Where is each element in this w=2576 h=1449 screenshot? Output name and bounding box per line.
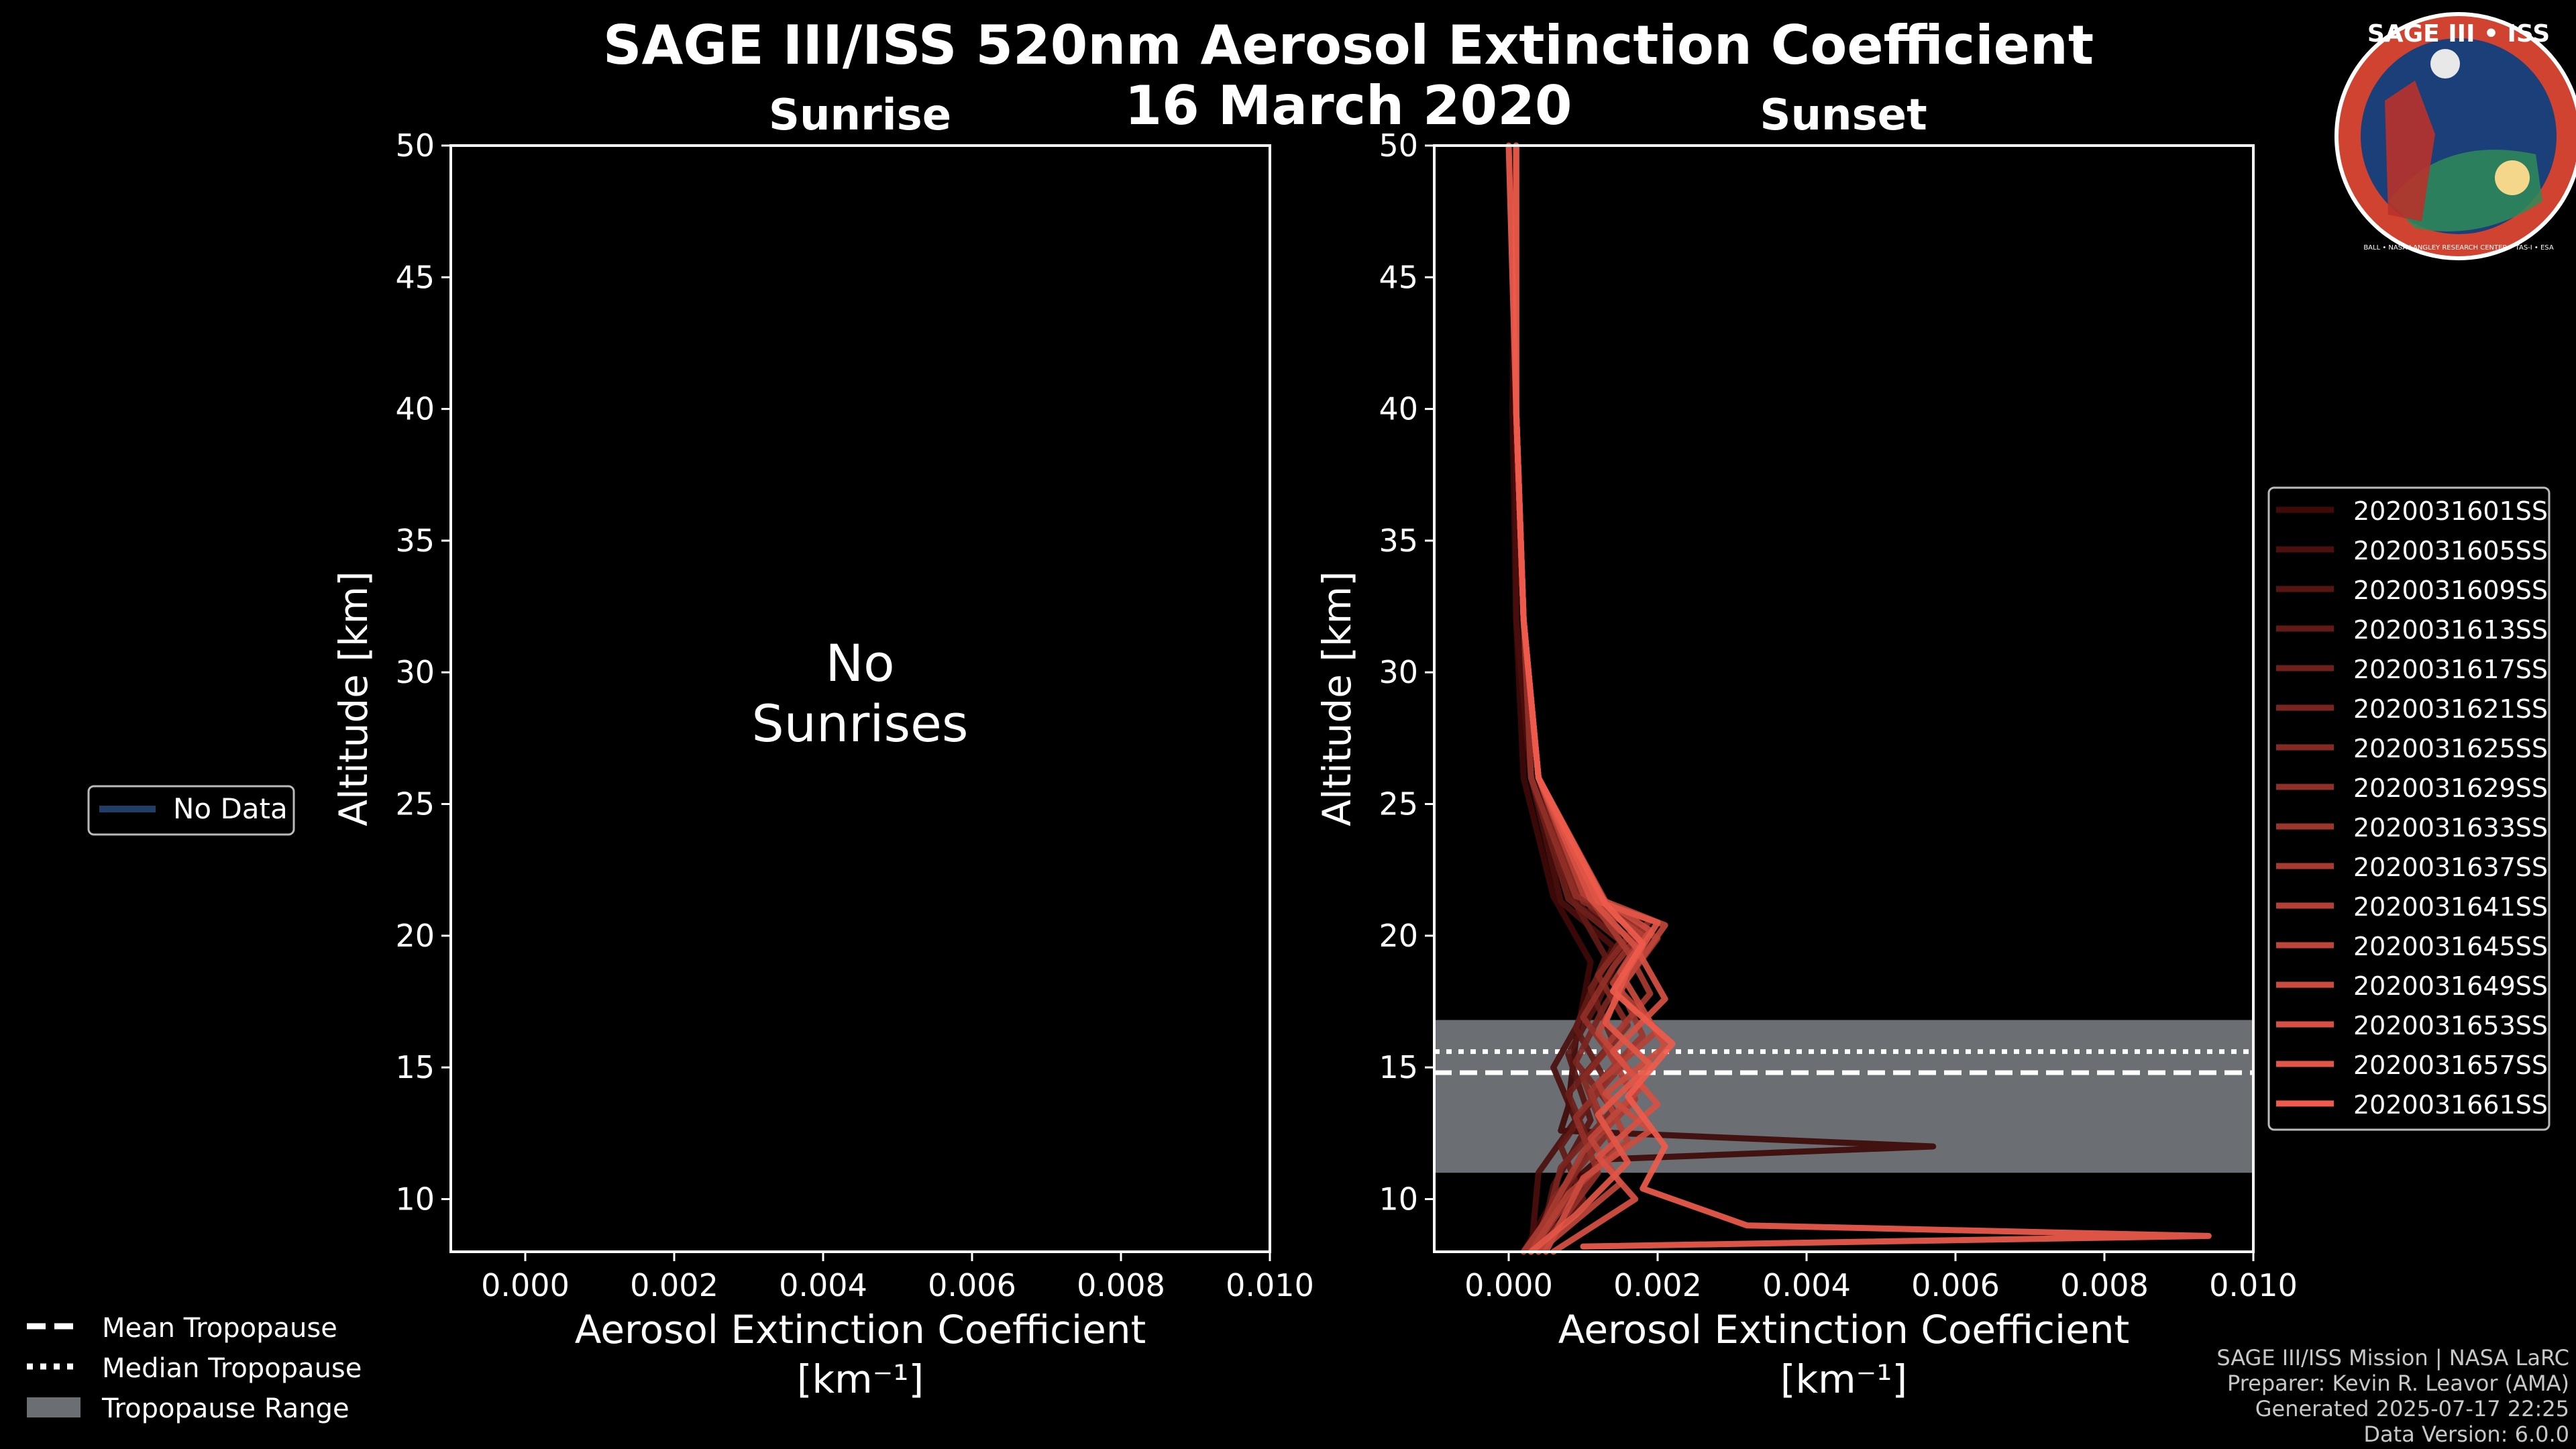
- logo-figure: [2385, 80, 2435, 221]
- y-tick-label: 35: [395, 523, 435, 559]
- no-data-legend-box: [87, 785, 295, 836]
- y-axis-label: Altitude [km]: [1314, 571, 1360, 826]
- x-tick-label: 0.006: [1911, 1267, 2000, 1303]
- logo-sun: [2495, 160, 2530, 195]
- legend-label-2020031649SS: 2020031649SS: [2353, 971, 2548, 1001]
- no-sunrises-line2: Sunrises: [752, 694, 969, 753]
- y-tick-label: 35: [1379, 523, 1418, 559]
- no-data-legend: No Data: [87, 785, 295, 836]
- y-tick-label: 25: [1379, 786, 1418, 822]
- x-tick-label: 0.006: [928, 1267, 1016, 1303]
- x-tick-label: 0.008: [1077, 1267, 1165, 1303]
- plot-frame: [1433, 144, 2255, 1253]
- figure-title: SAGE III/ISS 520nm Aerosol Extinction Co…: [603, 14, 2094, 76]
- profile-line-2020031661SS: [1505, 142, 2212, 1250]
- legend-label-2020031645SS: 2020031645SS: [2353, 932, 2548, 961]
- y-tick-label: 50: [1379, 127, 1418, 164]
- x-axis-label: Aerosol Extinction Coefficient: [575, 1307, 1146, 1352]
- logo-title: SAGE III • ISS: [2367, 20, 2550, 48]
- x-axis-label: Aerosol Extinction Coefficient: [1558, 1307, 2130, 1352]
- x-tick-label: 0.010: [1226, 1267, 1314, 1303]
- y-tick-label: 50: [395, 127, 435, 164]
- figure-date: 16 March 2020: [1124, 74, 1572, 137]
- sage-logo: SAGE III • ISS BALL • NASA LANGLEY RESEA…: [2334, 12, 2576, 260]
- legend-label-2020031609SS: 2020031609SS: [2353, 576, 2548, 605]
- footer-line-4: Data Version: 6.0.0: [2363, 1421, 2569, 1447]
- panel-title-sunrise: Sunrise: [769, 91, 951, 140]
- x-tick-label: 0.002: [1613, 1267, 1702, 1303]
- x-tick-label: 0.000: [481, 1267, 570, 1303]
- footer-line-1: SAGE III/ISS Mission | NASA LaRC: [2216, 1345, 2569, 1371]
- x-tick-label: 0.002: [630, 1267, 718, 1303]
- legend-label-2020031661SS: 2020031661SS: [2353, 1090, 2548, 1120]
- tropopause-range-label: Tropopause Range: [101, 1393, 350, 1424]
- series-legend-box: [2267, 486, 2551, 1131]
- x-axis-unit: [km⁻¹]: [1780, 1356, 1907, 1402]
- mean-tropopause-label: Mean Tropopause: [102, 1313, 337, 1344]
- y-tick-label: 30: [395, 654, 435, 690]
- legend-label-2020031605SS: 2020031605SS: [2353, 536, 2548, 566]
- y-tick-label: 40: [1379, 391, 1418, 427]
- y-axis-label: Altitude [km]: [331, 571, 376, 826]
- no-data-label: No Data: [173, 792, 288, 825]
- x-tick-label: 0.004: [1762, 1267, 1851, 1303]
- legend-label-2020031617SS: 2020031617SS: [2353, 655, 2548, 684]
- legend-label-2020031637SS: 2020031637SS: [2353, 853, 2548, 882]
- y-tick-label: 45: [395, 259, 435, 295]
- legend-label-2020031633SS: 2020031633SS: [2353, 813, 2548, 843]
- legend-label-2020031621SS: 2020031621SS: [2353, 694, 2548, 724]
- y-tick-label: 25: [395, 786, 435, 822]
- plot-frame: [449, 144, 1271, 1253]
- legend-label-2020031657SS: 2020031657SS: [2353, 1051, 2548, 1080]
- legend-label-2020031613SS: 2020031613SS: [2353, 615, 2548, 645]
- y-tick-label: 10: [395, 1181, 435, 1217]
- y-tick-label: 15: [1379, 1049, 1418, 1085]
- x-tick-label: 0.010: [2209, 1267, 2298, 1303]
- y-tick-label: 20: [1379, 918, 1418, 954]
- x-tick-label: 0.004: [779, 1267, 867, 1303]
- y-tick-label: 10: [1379, 1181, 1418, 1217]
- footer-line-2: Preparer: Kevin R. Leavor (AMA): [2227, 1371, 2569, 1396]
- logo-ring-text: BALL • NASA LANGLEY RESEARCH CENTER • TA…: [2363, 244, 2554, 252]
- x-tick-label: 0.000: [1464, 1267, 1553, 1303]
- y-tick-label: 15: [395, 1049, 435, 1085]
- y-tick-label: 45: [1379, 259, 1418, 295]
- series-legend: 2020031601SS 2020031605SS 2020031609SS 2020…: [2267, 486, 2551, 1131]
- legend-label-2020031653SS: 2020031653SS: [2353, 1011, 2548, 1040]
- panel-title-sunset: Sunset: [1760, 91, 1927, 140]
- logo-moon: [2430, 49, 2460, 78]
- median-tropopause-label: Median Tropopause: [102, 1353, 362, 1384]
- x-axis-unit: [km⁻¹]: [797, 1356, 924, 1402]
- no-sunrises-line1: No: [825, 633, 894, 693]
- footer-line-3: Generated 2025-07-17 22:25: [2255, 1396, 2569, 1421]
- tropopause-legend: Mean Tropopause Median Tropopause Tropop…: [27, 1313, 362, 1424]
- legend-label-2020031601SS: 2020031601SS: [2353, 496, 2548, 526]
- legend-label-2020031625SS: 2020031625SS: [2353, 734, 2548, 763]
- sunset-panel: 0.000 0.002 0.004 0.006 0.008 0.010 10 15 20 25 30…: [1314, 127, 2298, 1402]
- y-tick-label: 30: [1379, 654, 1418, 690]
- x-tick-label: 0.008: [2060, 1267, 2149, 1303]
- y-tick-label: 20: [395, 918, 435, 954]
- tropopause-range-swatch: [27, 1397, 80, 1417]
- sunrise-panel: 0.000 0.002 0.004 0.006 0.008 0.010 10 15 20 25 30…: [331, 127, 1314, 1402]
- legend-label-2020031629SS: 2020031629SS: [2353, 773, 2548, 803]
- y-tick-label: 40: [395, 391, 435, 427]
- plot-area: [451, 146, 1270, 1252]
- legend-label-2020031641SS: 2020031641SS: [2353, 892, 2548, 922]
